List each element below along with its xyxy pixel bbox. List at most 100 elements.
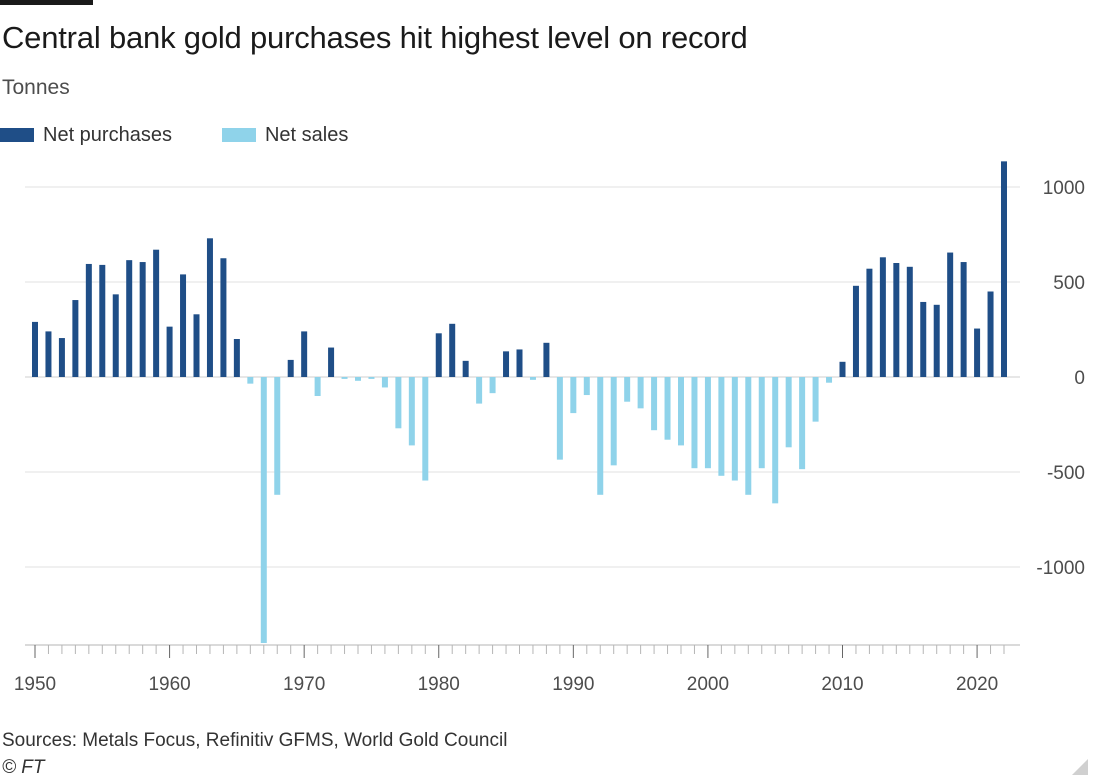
bar-2007 xyxy=(799,377,806,470)
bar-2021 xyxy=(987,291,994,377)
bar-1976 xyxy=(381,377,388,388)
bar-2014 xyxy=(893,263,900,377)
chart-title: Central bank gold purchases hit highest … xyxy=(2,20,748,55)
y-tick-label--1000: -1000 xyxy=(1036,558,1085,579)
chart-subtitle: Tonnes xyxy=(2,76,70,99)
bar-2017 xyxy=(933,304,940,377)
y-tick-label-500: 500 xyxy=(1053,273,1085,294)
bar-1973 xyxy=(341,377,348,379)
y-axis-labels: 1000 500 0 -500 -1000 xyxy=(1036,178,1085,579)
bar-2008 xyxy=(812,377,819,422)
bar-1996 xyxy=(651,377,658,431)
x-tick-label-1960: 1960 xyxy=(148,674,190,695)
bar-2022 xyxy=(1001,161,1007,377)
bar-1986 xyxy=(516,349,523,377)
bar-1970 xyxy=(301,331,308,377)
legend-label-net-purchases: Net purchases xyxy=(43,123,172,146)
bar-1961 xyxy=(180,274,187,377)
x-tick-label-2020: 2020 xyxy=(956,674,998,695)
y-tick-label-1000: 1000 xyxy=(1043,178,1085,199)
bar-1965 xyxy=(233,339,240,377)
bar-1954 xyxy=(85,263,92,377)
bar-2009 xyxy=(826,377,833,383)
bar-1974 xyxy=(355,377,361,381)
bar-1985 xyxy=(503,351,510,377)
bar-1994 xyxy=(624,377,631,402)
legend-item-net-sales: Net sales xyxy=(221,123,349,147)
bar-2011 xyxy=(852,285,859,377)
source-note: Sources: Metals Focus, Refinitiv GFMS, W… xyxy=(2,730,508,751)
bar-1964 xyxy=(220,258,227,377)
x-tick-label-2010: 2010 xyxy=(821,674,863,695)
bar-1987 xyxy=(529,377,536,380)
bar-1967 xyxy=(260,377,267,643)
ft-credit: © FT xyxy=(2,757,45,778)
bar-1989 xyxy=(556,377,563,460)
x-tick-label-1980: 1980 xyxy=(418,674,460,695)
bar-2003 xyxy=(745,377,752,495)
bar-1988 xyxy=(543,342,550,377)
bar-1982 xyxy=(462,360,469,377)
bar-2012 xyxy=(866,268,873,377)
bar-1990 xyxy=(570,377,577,414)
legend-item-net-purchases: Net purchases xyxy=(0,124,172,147)
bar-1950 xyxy=(32,321,38,377)
bar-2001 xyxy=(718,377,725,476)
bar-1960 xyxy=(166,326,173,377)
bar-2020 xyxy=(974,328,981,377)
bar-1971 xyxy=(314,377,321,396)
bar-1979 xyxy=(422,377,429,481)
bar-1997 xyxy=(664,377,671,440)
bar-2013 xyxy=(879,257,886,377)
x-tick-label-1970: 1970 xyxy=(283,674,325,695)
bar-1966 xyxy=(247,377,254,384)
bar-chart: 1950 1960 1970 1980 1990 2000 2010 2020 1000 500… xyxy=(14,161,1085,695)
bar-2004 xyxy=(758,377,765,469)
bar-2006 xyxy=(785,377,792,448)
bar-1992 xyxy=(597,377,604,495)
x-axis: 1950 1960 1970 1980 1990 2000 2010 2020 xyxy=(14,644,1020,695)
bar-1978 xyxy=(408,377,415,446)
ft-top-rule xyxy=(0,0,93,5)
bar-1977 xyxy=(395,377,402,429)
x-tick-label-1990: 1990 xyxy=(552,674,594,695)
bar-1953 xyxy=(72,300,79,377)
legend-label-net-sales: Net sales xyxy=(264,123,349,146)
bar-1956 xyxy=(112,294,119,377)
bar-1963 xyxy=(206,238,213,377)
bar-2010 xyxy=(839,361,846,377)
bar-2018 xyxy=(947,252,954,377)
bar-1983 xyxy=(476,377,483,404)
bar-1958 xyxy=(139,262,146,377)
resize-corner-icon xyxy=(1072,759,1088,775)
legend-swatch-net-sales xyxy=(221,128,256,142)
bar-1980 xyxy=(435,333,442,377)
bar-1993 xyxy=(610,377,617,466)
y-tick-label--500: -500 xyxy=(1047,463,1085,484)
bar-1984 xyxy=(489,377,496,394)
bar-2019 xyxy=(960,262,967,377)
bar-2005 xyxy=(772,377,779,504)
bar-2000 xyxy=(704,377,711,469)
bar-1998 xyxy=(678,377,684,446)
bars xyxy=(32,161,1007,643)
bar-1952 xyxy=(58,338,65,377)
x-tick-label-2000: 2000 xyxy=(687,674,729,695)
bar-1957 xyxy=(126,260,133,377)
bar-2016 xyxy=(920,301,927,377)
chart-legend: Net purchases Net sales xyxy=(0,123,398,147)
bar-1995 xyxy=(637,377,644,409)
x-tick-label-1950: 1950 xyxy=(14,674,56,695)
bar-2002 xyxy=(731,377,738,481)
bar-1951 xyxy=(45,331,52,377)
bar-1981 xyxy=(449,323,456,377)
bar-1955 xyxy=(99,264,106,377)
bar-1962 xyxy=(193,314,200,377)
bar-1975 xyxy=(368,377,375,379)
bar-1972 xyxy=(328,347,335,377)
bar-1968 xyxy=(274,377,281,495)
bar-1991 xyxy=(583,377,590,396)
bar-1969 xyxy=(287,359,294,377)
bar-1999 xyxy=(691,377,698,469)
legend-swatch-net-purchases xyxy=(0,128,34,142)
